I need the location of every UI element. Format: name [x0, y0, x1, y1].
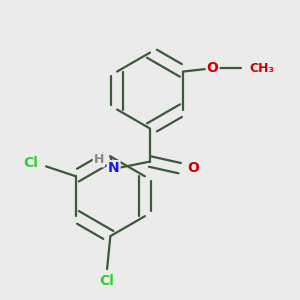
Text: CH₃: CH₃ — [249, 62, 274, 75]
Text: O: O — [207, 61, 218, 75]
Text: N: N — [108, 161, 119, 175]
Text: H: H — [94, 153, 104, 167]
Text: Cl: Cl — [23, 156, 38, 170]
Text: Cl: Cl — [100, 274, 115, 288]
Text: O: O — [188, 161, 200, 175]
